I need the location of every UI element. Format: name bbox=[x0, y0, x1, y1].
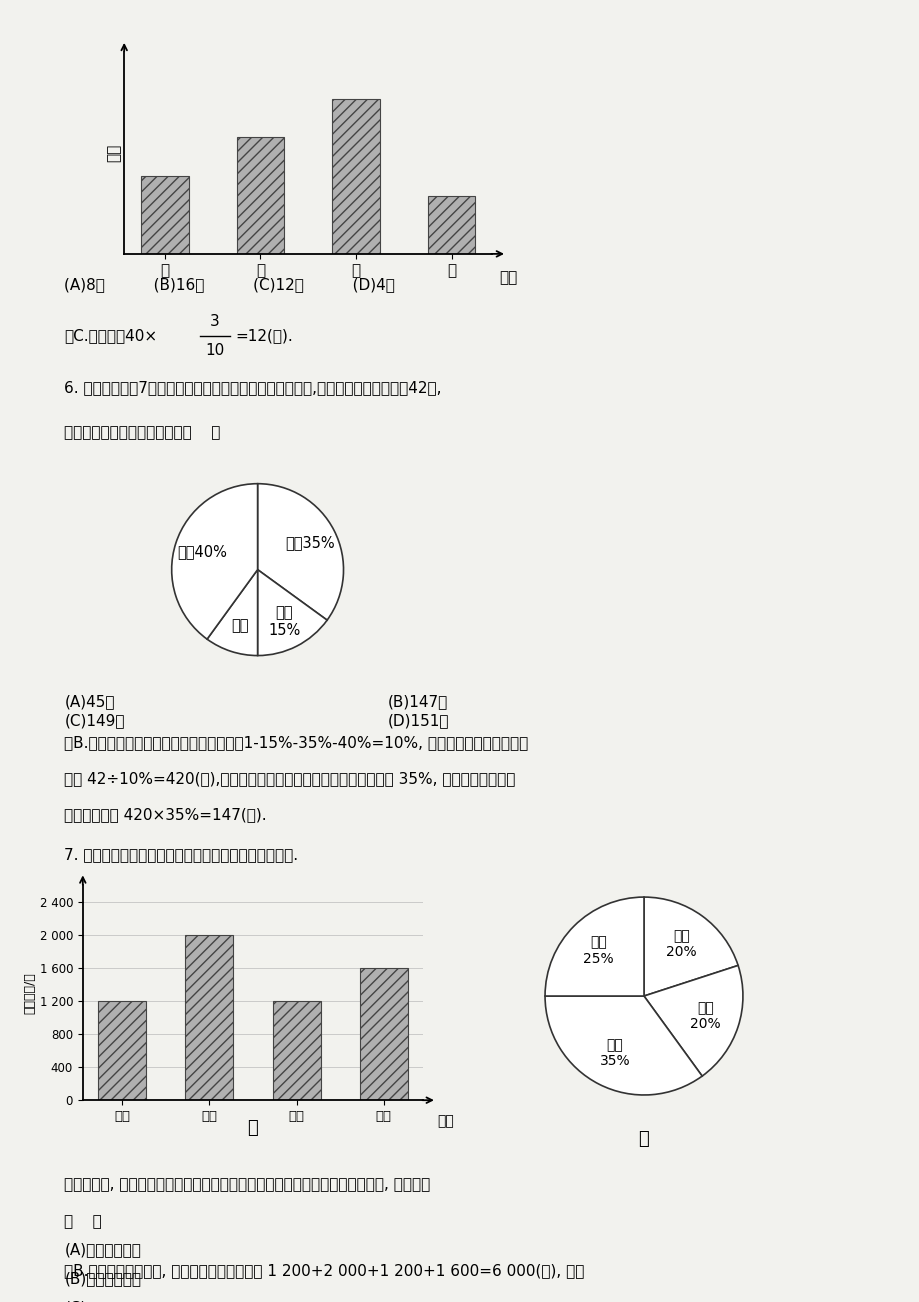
Text: (D)151人: (D)151人 bbox=[388, 712, 449, 728]
Wedge shape bbox=[257, 570, 327, 656]
Bar bbox=[186, 935, 233, 1100]
Text: 美术
15%: 美术 15% bbox=[267, 605, 300, 638]
Text: 衣着
20%: 衣着 20% bbox=[665, 928, 697, 960]
Text: 选B.因为参加舞蹈类的学生所占百分比为：1-15%-35%-40%=10%, 所以参加课外活动的总人: 选B.因为参加舞蹈类的学生所占百分比为：1-15%-35%-40%=10%, 所… bbox=[64, 736, 528, 751]
Text: (C)甲、乙两户一样大: (C)甲、乙两户一样大 bbox=[64, 1299, 160, 1302]
Bar bbox=[427, 195, 475, 254]
Text: 食品
35%: 食品 35% bbox=[599, 1038, 630, 1069]
Text: (B)乙户比甲户大: (B)乙户比甲户大 bbox=[64, 1271, 142, 1286]
Wedge shape bbox=[643, 966, 743, 1075]
Bar bbox=[141, 176, 188, 254]
Bar bbox=[98, 1001, 146, 1100]
Text: 乙: 乙 bbox=[638, 1130, 649, 1148]
Text: 数为 42÷10%=420(人),又因为参加球类活动的学生人数占总人数的 35%, 所以参加球类活动: 数为 42÷10%=420(人),又因为参加球类活动的学生人数占总人数的 35%… bbox=[64, 771, 516, 786]
Text: 组名: 组名 bbox=[499, 271, 517, 285]
Wedge shape bbox=[544, 897, 643, 996]
Bar bbox=[236, 138, 284, 254]
Text: 7. 如图所示是甲、乙两居民家庭全年各项支出的统计图.: 7. 如图所示是甲、乙两居民家庭全年各项支出的统计图. bbox=[64, 848, 298, 862]
Bar bbox=[332, 99, 380, 254]
Y-axis label: 全年支出/元: 全年支出/元 bbox=[24, 971, 37, 1014]
Bar bbox=[359, 967, 407, 1100]
Text: 3: 3 bbox=[210, 314, 220, 329]
Text: (A)8人          (B)16人          (C)12人          (D)4人: (A)8人 (B)16人 (C)12人 (D)4人 bbox=[64, 277, 395, 293]
Wedge shape bbox=[643, 897, 737, 996]
Text: 教育
25%: 教育 25% bbox=[583, 935, 613, 966]
Bar bbox=[272, 1001, 320, 1100]
Text: 则参加球类活动的学生人数是（    ）: 则参加球类活动的学生人数是（ ） bbox=[64, 426, 221, 440]
Text: 6. 如图是某中学7年级学生参加课外活动人数的扇形统计图,若参加舞蹈类的学生有42人,: 6. 如图是某中学7年级学生参加课外活动人数的扇形统计图,若参加舞蹈类的学生有4… bbox=[64, 380, 441, 395]
Text: 其他
20%: 其他 20% bbox=[689, 1001, 720, 1031]
Text: 选C.乙组有：40×: 选C.乙组有：40× bbox=[64, 328, 157, 344]
Text: (A)45人: (A)45人 bbox=[64, 694, 115, 710]
Text: 根据统计图, 下列对两户居民家庭教育支出占全年总支出的百分比作出的判断中, 正确的是: 根据统计图, 下列对两户居民家庭教育支出占全年总支出的百分比作出的判断中, 正确… bbox=[64, 1177, 430, 1191]
Text: (A)甲户比乙户大: (A)甲户比乙户大 bbox=[64, 1242, 142, 1258]
Text: （    ）: （ ） bbox=[64, 1213, 102, 1229]
Wedge shape bbox=[207, 570, 257, 656]
Wedge shape bbox=[544, 996, 701, 1095]
Text: 甲: 甲 bbox=[247, 1118, 258, 1137]
Y-axis label: 人数: 人数 bbox=[107, 143, 121, 163]
Text: 选B.由条形统计图可知, 甲户居民全年总支出为 1 200+2 000+1 200+1 600=6 000(元), 教育: 选B.由条形统计图可知, 甲户居民全年总支出为 1 200+2 000+1 20… bbox=[64, 1263, 584, 1279]
Text: 项目: 项目 bbox=[437, 1115, 453, 1129]
Text: =12(人).: =12(人). bbox=[235, 328, 292, 344]
Text: (B)147人: (B)147人 bbox=[388, 694, 448, 710]
Text: 球类35%: 球类35% bbox=[285, 535, 335, 551]
Text: 的学生人数为 420×35%=147(人).: 的学生人数为 420×35%=147(人). bbox=[64, 807, 267, 822]
Text: 其他40%: 其他40% bbox=[176, 544, 227, 559]
Text: 舞蹈: 舞蹈 bbox=[231, 617, 248, 633]
Wedge shape bbox=[172, 483, 257, 639]
Wedge shape bbox=[257, 483, 343, 620]
Text: 10: 10 bbox=[205, 342, 224, 358]
Text: (C)149人: (C)149人 bbox=[64, 712, 125, 728]
